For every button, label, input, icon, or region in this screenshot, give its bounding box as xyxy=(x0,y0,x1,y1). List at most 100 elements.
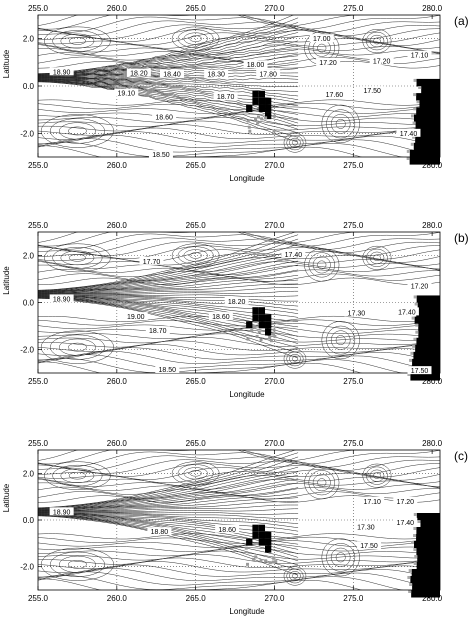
contour-line xyxy=(38,294,299,307)
contour-line xyxy=(38,497,299,512)
contour-eddy xyxy=(183,249,208,262)
island-cell xyxy=(272,129,276,133)
island-cell xyxy=(268,336,272,340)
island-cell xyxy=(252,314,259,322)
contour-eddy xyxy=(366,31,388,51)
island-mask xyxy=(246,307,277,343)
island-cell xyxy=(264,116,268,120)
contour-label: 17.20 xyxy=(411,284,429,291)
contour-line xyxy=(38,274,299,294)
x-tick-label-top: 270.0 xyxy=(264,439,285,448)
continent-cell xyxy=(416,107,440,115)
island-cell xyxy=(247,125,251,129)
contour-label-bg xyxy=(309,34,334,43)
contour-label: 18.50 xyxy=(152,152,170,159)
island-cell xyxy=(256,115,260,119)
contour-line xyxy=(38,504,299,512)
contour-eddy xyxy=(335,552,346,563)
contour-eddy xyxy=(362,28,392,54)
contour-label: 17.80 xyxy=(259,72,277,79)
contour-label-bg xyxy=(147,527,172,536)
x-tick-label-top: 255.0 xyxy=(28,4,49,13)
contour-line xyxy=(38,287,299,295)
x-tick-label-bottom: 280.0 xyxy=(422,161,443,170)
contour-label: 19.10 xyxy=(118,91,136,98)
contour-line xyxy=(38,257,299,293)
contour-label: 18.40 xyxy=(163,72,181,79)
island-cell xyxy=(252,524,259,532)
contour-eddy xyxy=(189,35,202,42)
contour-line xyxy=(38,487,299,511)
contour-line xyxy=(38,467,440,481)
contour-eddy xyxy=(321,538,360,577)
continent-cell xyxy=(421,86,440,94)
island-cell xyxy=(246,119,250,123)
contour-eddy xyxy=(183,32,208,45)
y-tick-label: -2.0 xyxy=(20,563,34,572)
contour-line xyxy=(38,36,440,50)
panel-label: (c) xyxy=(454,449,468,463)
x-tick-label-bottom: 255.0 xyxy=(28,161,49,170)
contour-line xyxy=(38,269,299,293)
contour-label-bg xyxy=(407,366,432,375)
x-tick-label-bottom: 280.0 xyxy=(422,377,443,386)
x-tick-label-bottom: 265.0 xyxy=(186,594,207,603)
island-cell xyxy=(254,555,258,559)
contour-line xyxy=(38,233,440,250)
contour-eddy xyxy=(68,559,87,569)
contour-label: 17.40 xyxy=(285,252,303,259)
contour-eddy xyxy=(59,122,96,140)
contour-line xyxy=(38,80,299,130)
contour-eddy xyxy=(308,252,336,278)
contour-label: 18.00 xyxy=(247,62,265,69)
contour-label-bg xyxy=(394,307,419,316)
contour-line xyxy=(38,294,299,298)
contour-eddy xyxy=(304,248,340,282)
island-cell xyxy=(265,538,272,546)
x-tick-label-bottom: 270.0 xyxy=(264,161,285,170)
island-cell xyxy=(269,339,273,343)
contour-line xyxy=(38,533,440,540)
continent-cell xyxy=(416,309,440,318)
contour-label-bg xyxy=(224,296,249,305)
contour-eddy xyxy=(373,472,381,479)
y-tick-label: 0.0 xyxy=(23,516,35,525)
contour-label-bg xyxy=(139,256,164,265)
island-cell xyxy=(255,334,259,338)
contour-line xyxy=(38,466,299,510)
contour-label-bg xyxy=(145,326,170,335)
contour-line xyxy=(38,323,440,331)
contour-field xyxy=(38,232,440,373)
x-tick-label-bottom: 275.0 xyxy=(343,594,364,603)
contour-line xyxy=(38,264,440,275)
contour-label: 18.90 xyxy=(53,509,71,516)
contour-line xyxy=(38,40,299,76)
x-tick-label-bottom: 275.0 xyxy=(343,161,364,170)
island-cell xyxy=(265,328,272,336)
panel-a: 17.00 18.90 18.20 18.40 18.30 18.00 17.80 17.20… xyxy=(2,4,469,183)
contour-label: 17.40 xyxy=(398,309,416,316)
x-tick-label-bottom: 255.0 xyxy=(28,377,49,386)
contour-label-bg xyxy=(393,517,418,526)
contour-eddy xyxy=(312,474,331,492)
island-cell xyxy=(258,307,266,315)
island-cell xyxy=(244,546,248,550)
contour-label-bg xyxy=(360,496,385,505)
continent-cell xyxy=(415,121,440,130)
island-cell xyxy=(265,314,272,322)
contour-label-bg xyxy=(357,541,382,550)
island-cell xyxy=(250,329,254,333)
contour-line xyxy=(38,543,440,552)
y-axis-label: Latitude xyxy=(2,49,11,78)
contour-eddy xyxy=(317,43,327,53)
contour-line xyxy=(38,294,299,302)
continent-cell xyxy=(413,513,417,516)
x-tick-label-top: 265.0 xyxy=(186,439,207,448)
x-tick-label-top: 270.0 xyxy=(264,4,285,13)
contour-eddy xyxy=(52,247,103,269)
contour-line xyxy=(38,297,299,354)
island-cell xyxy=(265,321,272,329)
contour-eddy xyxy=(60,33,95,49)
contour-label-bg xyxy=(160,69,184,78)
continent-cell xyxy=(411,569,440,577)
